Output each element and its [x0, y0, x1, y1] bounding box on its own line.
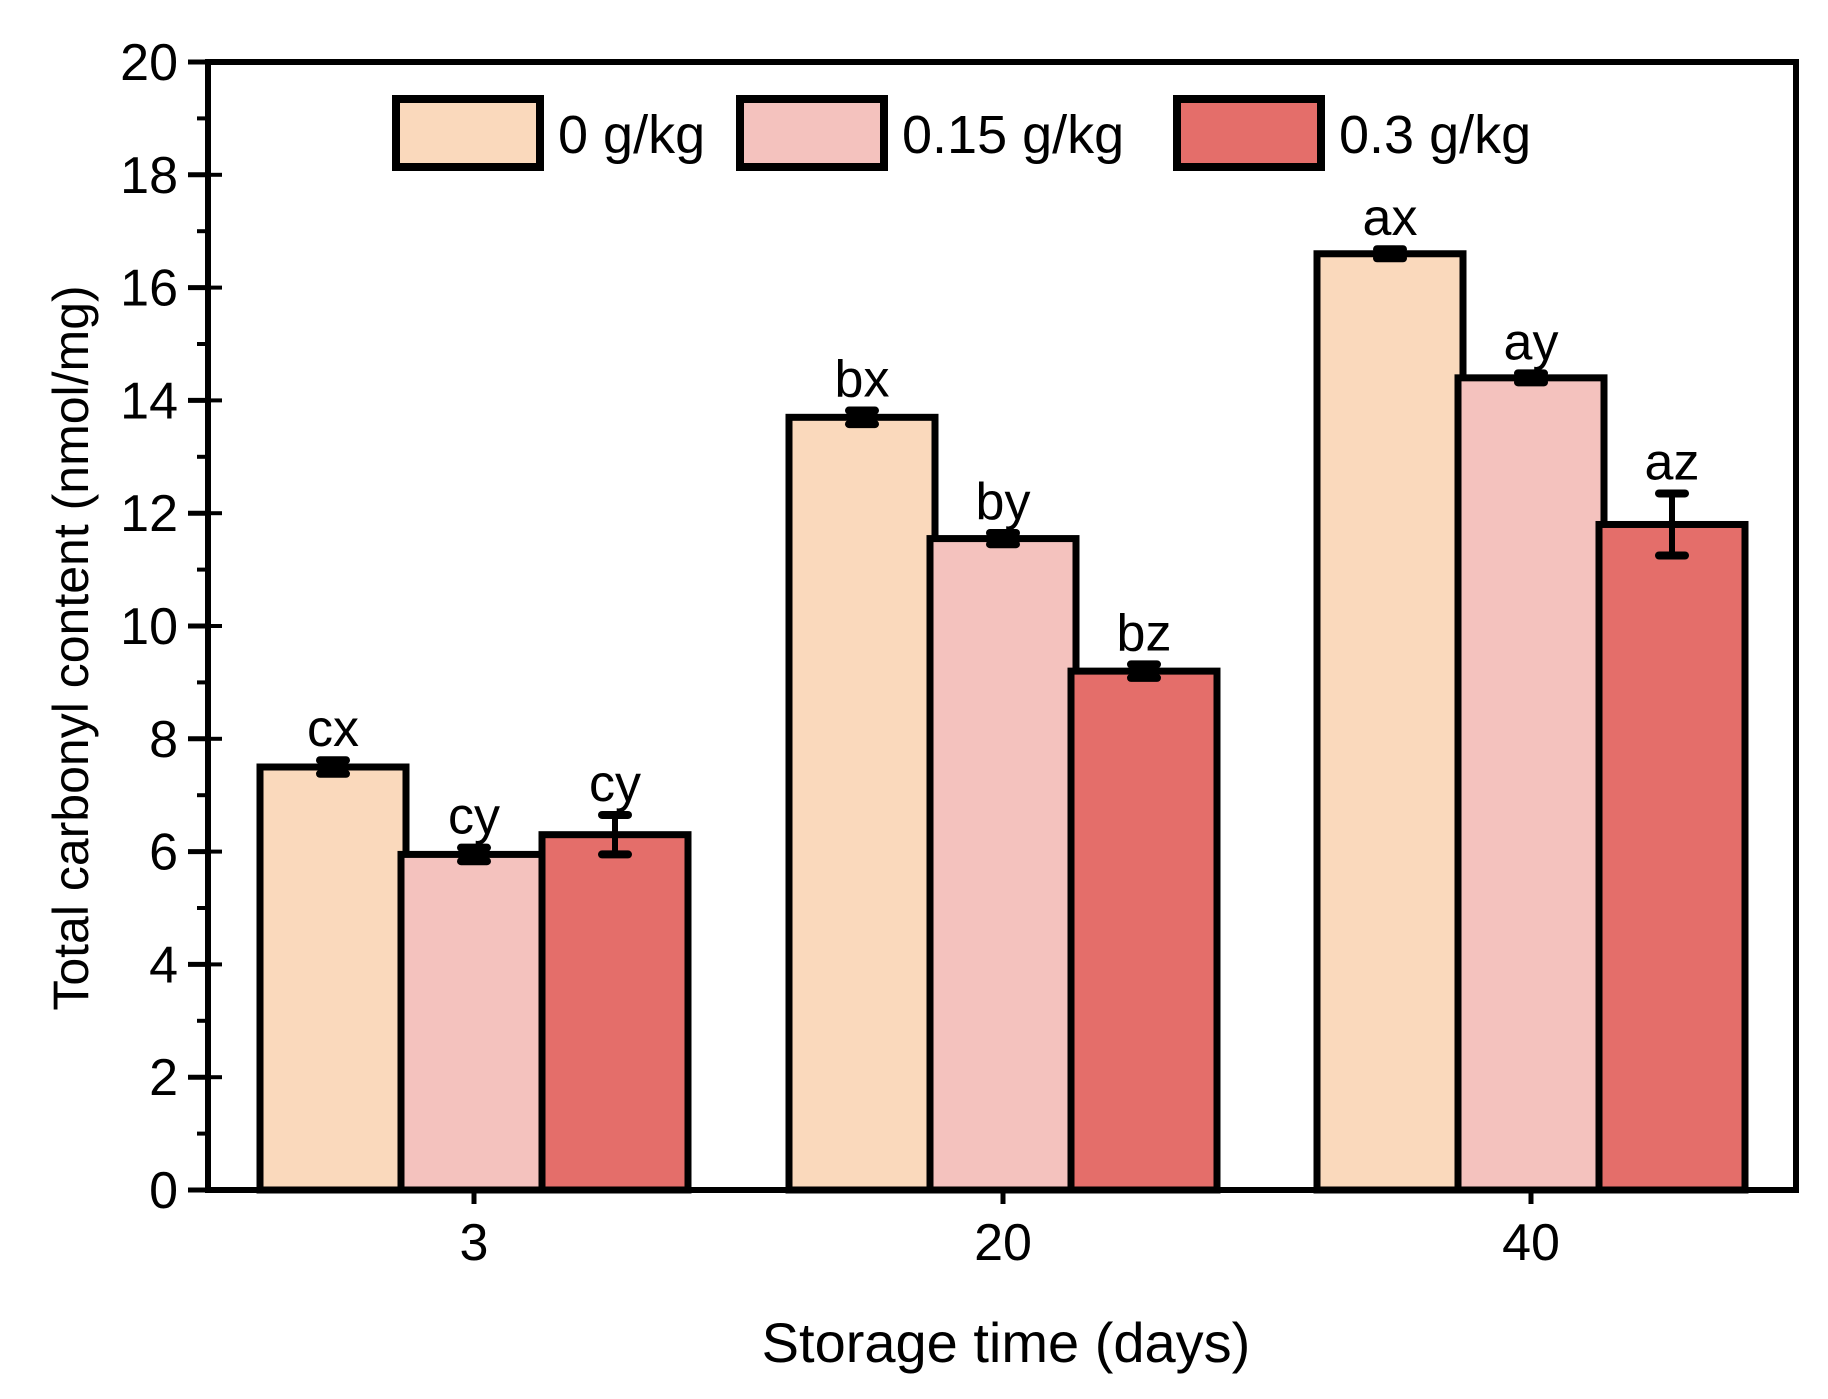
significance-label: bz [1117, 604, 1172, 662]
bar-0-3-g-kg-40 [1595, 520, 1749, 1194]
error-bar-3-1 [457, 843, 491, 866]
y-tick-label: 6 [149, 824, 178, 882]
x-axis: 3 20 40 [460, 1190, 1560, 1272]
legend-label: 0.3 g/kg [1339, 105, 1531, 165]
y-tick-label: 12 [120, 485, 178, 543]
significance-label: cy [589, 755, 641, 813]
legend-item: 0.15 g/kg [736, 95, 1124, 171]
y-axis: 0 2 4 6 8 10 12 14 16 18 20 [120, 34, 222, 1220]
x-axis-title: Storage time (days) [762, 1311, 1251, 1374]
legend-item: 0 g/kg [392, 95, 705, 171]
error-bar-40-0 [1373, 245, 1407, 263]
y-tick-label: 18 [120, 147, 178, 205]
significance-label: cy [448, 788, 500, 846]
bar-0-15-g-kg-20 [926, 535, 1080, 1194]
legend-label: 0.15 g/kg [902, 105, 1124, 165]
legend-item: 0.3 g/kg [1173, 95, 1531, 171]
bar-0-g-kg-20 [785, 413, 939, 1194]
bars-layer [256, 250, 1749, 1194]
y-tick-label: 14 [120, 372, 178, 430]
significance-label: by [976, 473, 1031, 531]
y-tick-label: 4 [149, 936, 178, 994]
legend: 0 g/kg 0.15 g/kg 0.3 g/kg [392, 95, 1531, 171]
legend-swatch [392, 95, 544, 171]
y-tick-label: 2 [149, 1049, 178, 1107]
y-axis-title: Total carbonyl content (nmol/mg) [43, 285, 99, 1010]
legend-swatch [1173, 95, 1325, 171]
significance-label: ay [1504, 313, 1559, 371]
y-tick-label: 20 [120, 34, 178, 92]
x-tick-label: 40 [1502, 1214, 1560, 1272]
y-tick-label: 16 [120, 260, 178, 318]
bar-0-3-g-kg-3 [538, 831, 692, 1194]
error-bar-3-0 [316, 756, 350, 778]
significance-label: bx [835, 351, 890, 409]
legend-label: 0 g/kg [558, 105, 705, 165]
error-bar-20-2 [1127, 660, 1161, 682]
error-bar-20-0 [845, 406, 879, 429]
error-bar-3-2 [598, 810, 632, 859]
y-tick-label: 0 [149, 1162, 178, 1220]
significance-label: cx [307, 700, 359, 758]
bar-0-g-kg-40 [1313, 250, 1467, 1194]
error-bar-40-1 [1514, 369, 1548, 387]
bar-0-3-g-kg-20 [1067, 667, 1221, 1194]
x-tick-label: 20 [974, 1214, 1032, 1272]
bar-0-15-g-kg-3 [397, 850, 551, 1194]
y-tick-label: 10 [120, 598, 178, 656]
error-bars-layer [316, 245, 1689, 866]
y-tick-label: 8 [149, 711, 178, 769]
x-tick-label: 3 [460, 1214, 489, 1272]
bar-0-g-kg-3 [256, 763, 410, 1194]
legend-swatch [736, 95, 888, 171]
error-bar-40-2 [1655, 489, 1689, 560]
significance-labels-layer: cx cy cy bx by bz ax ay az [307, 189, 1699, 845]
error-bar-20-1 [986, 528, 1020, 549]
significance-label: az [1645, 433, 1700, 491]
bar-0-15-g-kg-40 [1454, 374, 1608, 1194]
significance-label: ax [1363, 189, 1418, 247]
